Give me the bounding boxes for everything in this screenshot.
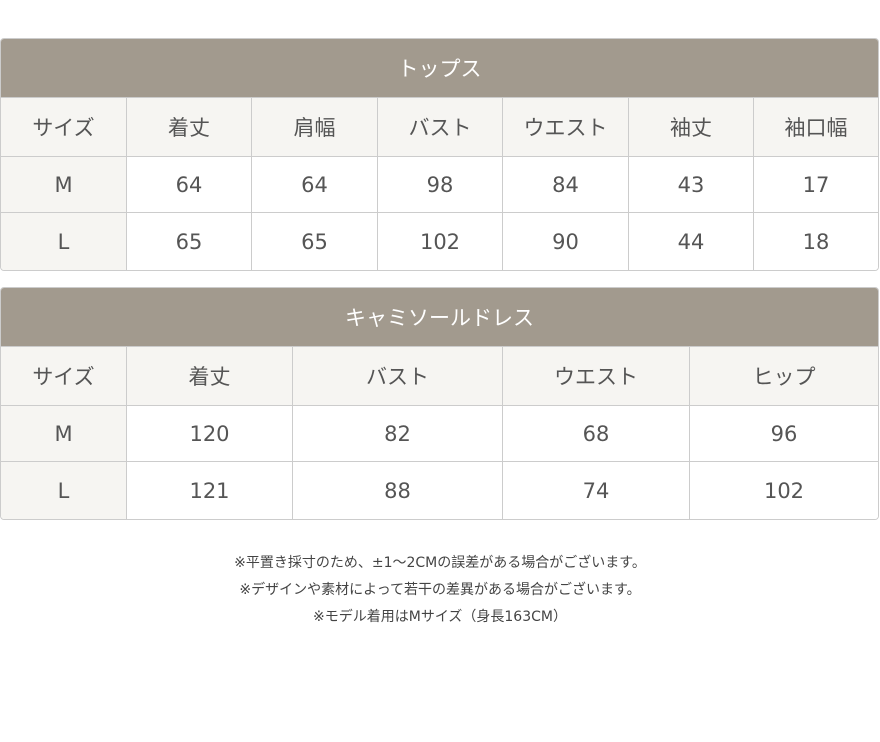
note: ※デザインや素材によって若干の差異がある場合がございます。 [239,582,641,598]
column-header: バスト [378,97,503,156]
table-cell: M [1,156,127,212]
tops-size-table: トップス サイズ 着丈 肩幅 バスト ウエスト 袖丈 袖口幅 M 64 64 98 84 43 17 L 65… [0,38,879,271]
table-cell: 102 [378,212,503,270]
header-row: サイズ 着丈 肩幅 バスト ウエスト 袖丈 袖口幅 [1,97,878,156]
column-header: 袖口幅 [754,97,878,156]
table-cell: 18 [754,212,878,270]
dress-table-title: キャミソールドレス [1,288,878,346]
tops-table-title: トップス [1,39,878,97]
table-cell: 96 [690,405,878,461]
table-cell: 64 [127,156,252,212]
table-cell: L [1,212,127,270]
table-cell: 44 [629,212,754,270]
column-header: ウエスト [503,97,629,156]
table-row: L 121 88 74 102 [1,461,878,519]
table-cell: 82 [293,405,503,461]
column-header: ヒップ [690,346,878,405]
table-cell: 84 [503,156,629,212]
table-cell: 43 [629,156,754,212]
table-cell: 65 [252,212,378,270]
table-cell: L [1,461,127,519]
note: ※モデル着用はMサイズ（身長163CM） [313,609,567,625]
table-row: L 65 65 102 90 44 18 [1,212,878,270]
table-cell: 64 [252,156,378,212]
column-header: ウエスト [503,346,690,405]
table-cell: 68 [503,405,690,461]
column-header: 着丈 [127,346,293,405]
table-row: M 64 64 98 84 43 17 [1,156,878,212]
column-header: 袖丈 [629,97,754,156]
column-header: サイズ [1,346,127,405]
table-cell: 65 [127,212,252,270]
table-cell: 17 [754,156,878,212]
table-cell: M [1,405,127,461]
column-header: 肩幅 [252,97,378,156]
table-cell: 121 [127,461,293,519]
dress-size-table: キャミソールドレス サイズ 着丈 バスト ウエスト ヒップ M 120 82 68 96 L 121 8… [0,287,879,520]
notes: ※平置き採寸のため、±1〜2CMの誤差がある場合がございます。 ※デザインや素材… [0,550,880,631]
table-cell: 88 [293,461,503,519]
column-header: バスト [293,346,503,405]
table-cell: 102 [690,461,878,519]
column-header: 着丈 [127,97,252,156]
table-cell: 98 [378,156,503,212]
header-row: サイズ 着丈 バスト ウエスト ヒップ [1,346,878,405]
note: ※平置き採寸のため、±1〜2CMの誤差がある場合がございます。 [234,555,646,571]
column-header: サイズ [1,97,127,156]
table-cell: 74 [503,461,690,519]
table-cell: 90 [503,212,629,270]
table-row: M 120 82 68 96 [1,405,878,461]
table-cell: 120 [127,405,293,461]
